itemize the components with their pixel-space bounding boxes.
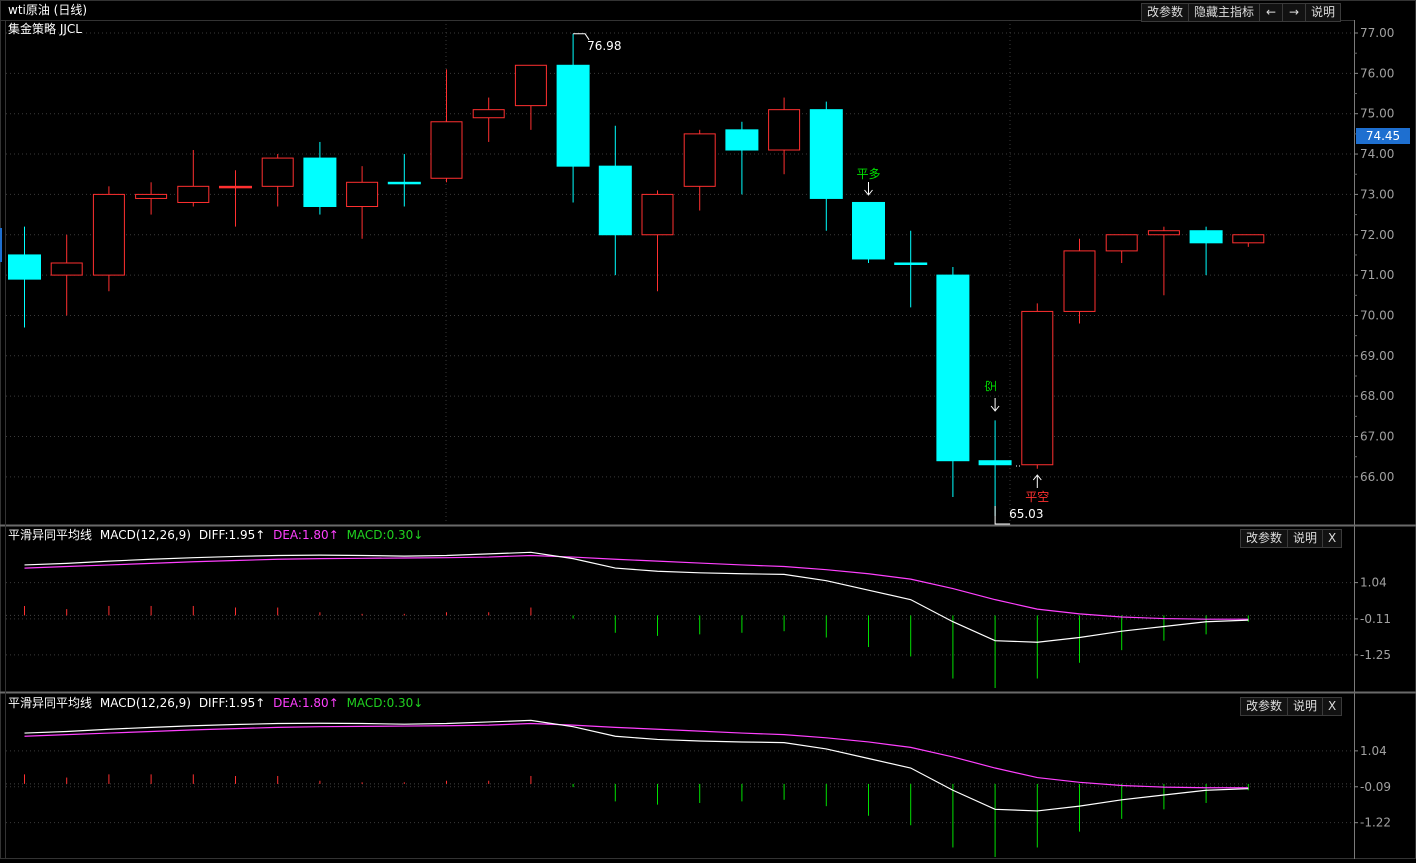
candle-body-down <box>1189 230 1223 244</box>
chart-title: wti原油 (日线) <box>8 3 88 17</box>
low-marker <box>994 505 1011 525</box>
edit-params-button[interactable]: 改参数 <box>1141 3 1190 22</box>
price-tick-label: 70.00 <box>1360 308 1394 322</box>
candle-body-up <box>768 109 801 151</box>
macd1-dea: DEA:1.80↑ <box>273 528 339 542</box>
macd2-name: 平滑异同平均线 <box>8 696 93 710</box>
close-short-signal: 平空 <box>1025 490 1049 504</box>
candle-body-down <box>978 460 1012 466</box>
candle-body-down <box>303 157 337 208</box>
hide-main-indicator-button[interactable]: 隐藏主指标 <box>1188 3 1261 22</box>
price-tick-label: 68.00 <box>1360 389 1394 403</box>
macd2-params: MACD(12,26,9) <box>99 696 191 710</box>
macd1-name: 平滑异同平均线 <box>8 528 93 542</box>
macd-tick-label: 1.04 <box>1360 744 1387 758</box>
arrow-right-icon[interactable]: → <box>1282 3 1307 22</box>
candle-body-down <box>387 181 421 185</box>
strategy-label: 集金策略 JJCL <box>8 22 82 36</box>
candle-body-up <box>92 193 125 276</box>
diff-line <box>24 551 1249 643</box>
price-tick-label: 74.00 <box>1360 147 1394 161</box>
macd2-macd: MACD:0.30↓ <box>346 696 424 710</box>
dea-line <box>24 722 1249 789</box>
macd2-diff: DIFF:1.95↑ <box>198 696 266 710</box>
macd1-header: 平滑异同平均线 MACD(12,26,9) DIFF:1.95↑ DEA:1.8… <box>8 528 423 542</box>
arrow-up-icon <box>1032 474 1042 488</box>
arrow-down-icon <box>990 398 1000 412</box>
candle-body-up <box>1105 234 1138 252</box>
macd2-edit-params-button[interactable]: 改参数 <box>1240 697 1289 716</box>
candle-body-up <box>641 193 674 236</box>
macd1-toolbar: 改参数 说明 X <box>1240 529 1343 548</box>
candle-body-up <box>683 133 716 187</box>
candle-body-down <box>219 185 252 189</box>
candle-body-down <box>556 64 590 167</box>
arrow-down-icon <box>864 182 873 196</box>
price-tick-label: 75.00 <box>1360 107 1394 121</box>
macd1-close-icon[interactable]: X <box>1322 529 1343 548</box>
macd1-params: MACD(12,26,9) <box>99 528 191 542</box>
high-value-label: 76.98 <box>587 39 621 53</box>
short-signal: 空 <box>984 380 998 392</box>
price-tick-label: 73.00 <box>1360 187 1394 201</box>
macd1-diff: DIFF:1.95↑ <box>198 528 266 542</box>
price-tick-label: 69.00 <box>1360 349 1394 363</box>
candle-body-up <box>1063 250 1096 312</box>
candle-body-up <box>135 193 168 199</box>
low-value-label: 65.03 <box>1009 507 1043 521</box>
candle-body-down <box>936 274 970 462</box>
candle-body-up <box>430 121 463 179</box>
candle-body-up <box>346 181 379 208</box>
candle-body-up <box>472 109 505 119</box>
candle-body-up <box>1021 310 1054 466</box>
dea-line <box>24 554 1249 620</box>
candle-body-down <box>8 254 41 280</box>
price-tick-label: 72.00 <box>1360 228 1394 242</box>
price-tick-label: 76.00 <box>1360 66 1394 80</box>
help-button[interactable]: 说明 <box>1305 3 1342 22</box>
close-long-signal: 平多 <box>856 167 880 181</box>
high-marker <box>573 33 590 41</box>
macd-tick-label: -0.09 <box>1360 780 1391 794</box>
candle-body-down <box>852 201 885 260</box>
macd2-help-button[interactable]: 说明 <box>1287 697 1324 716</box>
candle-body-up <box>177 185 210 203</box>
diff-line <box>24 719 1249 812</box>
macd1-help-button[interactable]: 说明 <box>1287 529 1324 548</box>
candle-body-up <box>261 157 294 187</box>
candle-body-down <box>809 109 843 199</box>
candle-body-down <box>598 165 632 236</box>
macd-tick-label: -0.11 <box>1360 612 1391 626</box>
macd-tick-label: 1.04 <box>1360 576 1387 590</box>
macd1-macd: MACD:0.30↓ <box>346 528 424 542</box>
price-tick-label: 71.00 <box>1360 268 1394 282</box>
candle-body-down <box>725 129 759 151</box>
price-tick-label: 66.00 <box>1360 470 1394 484</box>
macd-tick-label: -1.22 <box>1360 816 1391 830</box>
macd2-close-icon[interactable]: X <box>1322 697 1343 716</box>
candle-body-down <box>894 262 928 265</box>
macd2-toolbar: 改参数 说明 X <box>1240 697 1343 716</box>
arrow-left-icon[interactable]: ← <box>1259 3 1284 22</box>
price-tick-label: 77.00 <box>1360 26 1394 40</box>
macd1-edit-params-button[interactable]: 改参数 <box>1240 529 1289 548</box>
macd-tick-label: -1.25 <box>1360 648 1391 662</box>
candle-body-up <box>1232 234 1265 244</box>
candle-body-up <box>50 262 83 276</box>
candle-body-up <box>1147 230 1180 236</box>
candle-body-up <box>514 64 547 107</box>
macd2-header: 平滑异同平均线 MACD(12,26,9) DIFF:1.95↑ DEA:1.8… <box>8 696 423 710</box>
price-tick-label: 67.00 <box>1360 430 1394 444</box>
current-price-badge: 74.45 <box>1356 128 1410 144</box>
main-toolbar: 改参数 隐藏主指标 ← → 说明 <box>1141 3 1342 22</box>
macd2-dea: DEA:1.80↑ <box>273 696 339 710</box>
